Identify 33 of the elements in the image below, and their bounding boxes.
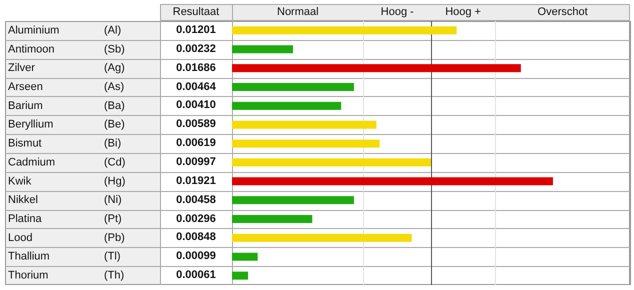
text: Overschot — [536, 6, 589, 20]
category-label: Lood (Pb) — [8, 232, 125, 244]
text: Hoog - — [380, 6, 415, 20]
text: 0.00099 — [175, 250, 217, 264]
text: 0.00464 — [175, 80, 217, 94]
category-label: Bismut (Bi) — [8, 138, 122, 150]
category-label: Kwik (Hg) — [8, 175, 126, 188]
text: 0.00848 — [175, 231, 217, 246]
text: 0.00410 — [175, 99, 217, 114]
category-label: Zilver (Ag) — [8, 62, 125, 74]
text: 0.01921 — [175, 174, 217, 189]
category-label: Beryllium (Be) — [8, 118, 125, 131]
category-label: Cadmium (Cd) — [8, 156, 126, 168]
text: 0.00589 — [175, 118, 217, 132]
category-label: Aluminium (Al) — [8, 24, 122, 36]
text: Resultaat — [172, 6, 220, 20]
text: 0.00458 — [175, 194, 217, 208]
text: 0.00997 — [175, 156, 217, 170]
text: 0.01201 — [175, 24, 217, 38]
text: 0.00296 — [175, 212, 217, 226]
category-label: Thorium (Th) — [8, 270, 124, 282]
text: Hoog + — [444, 6, 482, 20]
category-label: Nikkel (Ni) — [8, 194, 122, 206]
category-label: Arseen (As) — [8, 81, 124, 93]
text: 0.00619 — [175, 137, 217, 152]
text: 0.00232 — [175, 42, 217, 57]
category-label: Barium (Ba) — [8, 100, 125, 112]
text: Normaal — [276, 6, 320, 20]
text: 0.01686 — [175, 62, 217, 76]
category-label: Thallium (Tl) — [8, 250, 120, 263]
category-label: Antimoon (Sb) — [8, 43, 125, 56]
category-label: Platina (Pt) — [8, 213, 122, 225]
text: 0.00061 — [175, 269, 217, 284]
